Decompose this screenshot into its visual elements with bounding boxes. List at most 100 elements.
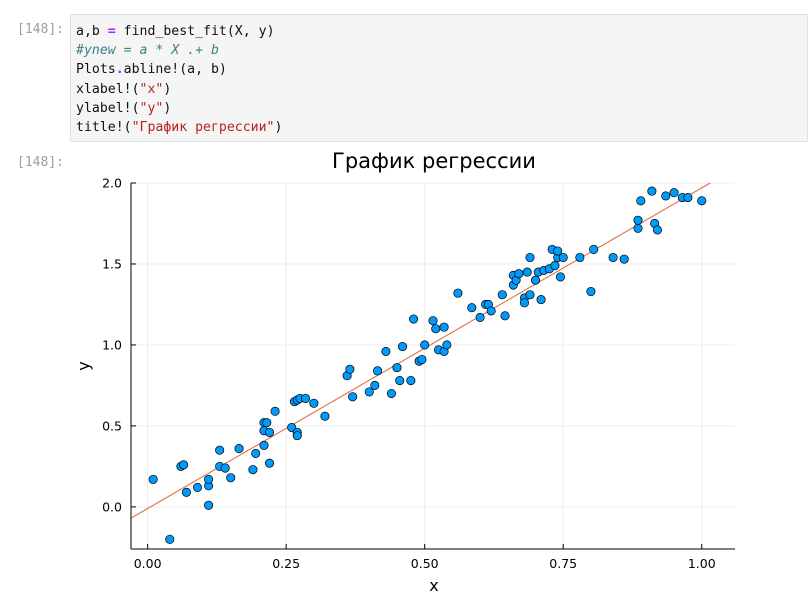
data-point (345, 364, 355, 374)
data-point (270, 406, 280, 416)
code-token: find_best_fit(X, y) (115, 24, 275, 39)
data-point (381, 346, 391, 356)
data-point (262, 418, 272, 428)
data-point (373, 366, 383, 376)
data-point (550, 261, 560, 271)
code-line: ylabel!("y") (76, 99, 807, 118)
data-point (486, 306, 496, 316)
data-point (514, 269, 524, 279)
data-point (264, 427, 275, 437)
code-line: #ynew = a * X .+ b (76, 41, 807, 60)
code-token: #ynew = a * X .+ b (76, 43, 219, 59)
data-point (204, 474, 214, 484)
code-token: abline!(a, b) (123, 62, 227, 78)
code-cell[interactable]: a,b = find_best_fit(X, y) #ynew = a * X .… (70, 14, 808, 142)
data-point (525, 290, 535, 300)
data-point (697, 196, 707, 206)
code-token: xlabel!( (76, 81, 140, 97)
data-point (165, 534, 175, 544)
data-point (148, 474, 158, 484)
code-token: "График регрессии" (131, 120, 275, 136)
data-point (652, 225, 662, 235)
data-point (608, 252, 618, 263)
data-point (420, 340, 430, 350)
y-tick-label: 2.0 (102, 176, 122, 191)
data-point (220, 463, 230, 473)
code-token: . (115, 62, 124, 78)
data-point (364, 387, 374, 397)
data-point (530, 275, 541, 285)
data-point (475, 312, 485, 322)
data-point (248, 465, 258, 475)
chart-title: График регрессии (332, 149, 536, 173)
data-point (636, 196, 646, 206)
code-editor[interactable]: a,b = find_best_fit(X, y) #ynew = a * X .… (71, 15, 807, 137)
data-point (226, 473, 236, 483)
x-axis-label: x (429, 576, 438, 595)
data-point (251, 448, 261, 459)
data-points (148, 186, 707, 544)
data-point (453, 288, 463, 298)
data-point (519, 298, 529, 308)
code-token: title!( (76, 120, 132, 136)
data-point (555, 272, 565, 282)
data-point (442, 340, 452, 350)
x-tick-label: 0.50 (411, 556, 439, 571)
code-token: "y" (139, 100, 164, 116)
data-point (292, 431, 302, 441)
data-point (500, 311, 510, 321)
x-tick-label: 0.25 (272, 556, 300, 571)
data-point (467, 303, 477, 313)
data-point (417, 354, 427, 365)
code-line: title!("График регрессии") (76, 118, 807, 137)
data-point (215, 445, 225, 455)
data-point (525, 252, 535, 263)
axes: 0.00 0.25 0.50 0.75 1.00 0.0 0.5 1.0 1.5 2.0 (102, 176, 735, 571)
code-token: "x" (139, 81, 164, 97)
x-tick-label: 0.00 (134, 556, 162, 571)
data-point (320, 411, 330, 421)
data-point (386, 388, 396, 399)
y-tick-label: 1.0 (102, 337, 122, 352)
data-point (409, 314, 419, 324)
code-token: ) (163, 81, 172, 97)
code-token: ) (274, 120, 283, 136)
data-point (497, 290, 507, 300)
data-point (536, 295, 546, 305)
data-point (264, 458, 275, 468)
grid-lines (131, 182, 735, 549)
data-point (397, 342, 408, 352)
output-prompt: [148]: (17, 155, 64, 170)
code-token: ) (163, 100, 172, 116)
code-token: = (107, 24, 116, 39)
code-token: ylabel!( (76, 100, 140, 116)
data-point (439, 322, 449, 332)
data-point (259, 440, 269, 450)
data-point (586, 286, 596, 297)
data-point (406, 376, 416, 386)
data-point (192, 482, 203, 493)
input-prompt: [148]: (17, 22, 64, 37)
y-tick-label: 0.0 (102, 499, 122, 514)
code-line: Plots.abline!(a, b) (76, 60, 807, 79)
data-point (301, 393, 311, 403)
data-point (661, 191, 671, 201)
data-point (181, 487, 191, 497)
data-point (575, 252, 585, 263)
data-point (589, 244, 599, 254)
data-point (370, 380, 380, 390)
data-point (669, 188, 679, 198)
code-token: a,b (76, 24, 108, 39)
y-axis-label: y (74, 361, 93, 370)
data-point (633, 215, 643, 225)
data-point (395, 376, 405, 386)
y-tick-label: 0.5 (102, 418, 122, 433)
x-tick-label: 0.75 (549, 556, 577, 571)
data-point (619, 254, 629, 264)
data-point (522, 267, 532, 277)
code-line: a,b = find_best_fit(X, y) (76, 22, 807, 41)
data-point (558, 252, 568, 263)
data-point (647, 186, 657, 196)
data-point (633, 223, 643, 233)
